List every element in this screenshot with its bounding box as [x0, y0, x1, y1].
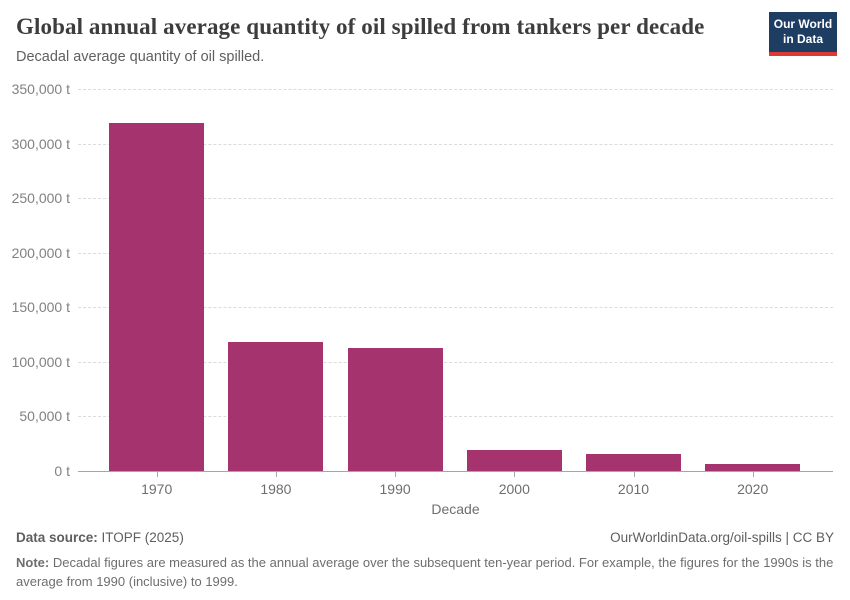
y-axis-tick-label: 200,000 t — [11, 244, 70, 261]
chart-header: Global annual average quantity of oil sp… — [16, 14, 756, 65]
y-gridline — [78, 198, 833, 200]
chart-title: Global annual average quantity of oil sp… — [16, 14, 705, 39]
footer-note-label: Note: — [16, 555, 50, 570]
owid-logo-line1: Our World — [773, 17, 833, 31]
y-gridline — [78, 307, 833, 309]
y-axis-tick-label: 350,000 t — [11, 81, 70, 97]
x-axis-tick-label: 1970 — [141, 481, 173, 497]
data-source: Data source: ITOPF (2025) — [16, 530, 184, 545]
footer-note-text: Decadal figures are measured as the annu… — [16, 555, 834, 589]
y-gridline — [78, 252, 833, 254]
x-axis-tick-mark — [395, 472, 397, 477]
x-axis-tick-mark — [633, 472, 635, 477]
footer-row: Data source: ITOPF (2025) OurWorldinData… — [16, 530, 834, 545]
y-axis-tick-label: 300,000 t — [11, 135, 70, 152]
bar-2000[interactable] — [466, 450, 562, 471]
x-axis-tick-label: 1980 — [260, 481, 292, 497]
y-gridline — [78, 361, 833, 363]
x-axis-line — [78, 471, 833, 472]
y-gridline — [78, 416, 833, 418]
y-axis-tick-label: 0 t — [54, 463, 70, 479]
y-axis-tick-label: 100,000 t — [11, 353, 70, 370]
owid-logo-line2: in Data — [782, 32, 823, 46]
x-axis-tick-mark — [156, 472, 158, 477]
bar-1980[interactable] — [228, 342, 324, 471]
x-axis-tick-mark — [752, 472, 754, 477]
x-axis-tick-label: 2000 — [498, 481, 530, 497]
y-gridline — [78, 89, 833, 90]
x-axis-title: Decade — [431, 501, 480, 517]
x-axis-tick-label: 2010 — [617, 481, 650, 497]
bar-2020[interactable] — [705, 463, 801, 471]
plot-area: Decade 0 t 50,000 t 100,000 t 150,000 t 200,… — [0, 80, 850, 525]
y-axis-tick-label: 50,000 t — [19, 408, 70, 425]
bar-2010[interactable] — [586, 453, 681, 471]
y-gridline — [78, 143, 833, 145]
owid-logo[interactable]: Our World in Data — [769, 12, 837, 56]
x-axis-tick-mark — [275, 472, 277, 477]
bar-1970[interactable] — [109, 122, 205, 471]
y-axis-tick-label: 150,000 t — [11, 299, 70, 316]
chart-footer: Data source: ITOPF (2025) OurWorldinData… — [16, 530, 834, 592]
data-source-value: ITOPF (2025) — [97, 530, 184, 545]
x-axis-tick-label: 2020 — [737, 481, 769, 497]
data-source-label: Data source: — [16, 530, 98, 545]
footer-note: Note: Decadal figures are measured as th… — [16, 554, 834, 592]
y-axis-tick-label: 250,000 t — [11, 190, 70, 207]
chart-subtitle: Decadal average quantity of oil spilled. — [16, 49, 265, 66]
x-axis-tick-mark — [514, 472, 516, 477]
x-axis-tick-label: 1990 — [379, 481, 411, 497]
attribution-link[interactable]: OurWorldinData.org/oil-spills | CC BY — [610, 530, 834, 545]
bar-1990[interactable] — [347, 347, 443, 471]
